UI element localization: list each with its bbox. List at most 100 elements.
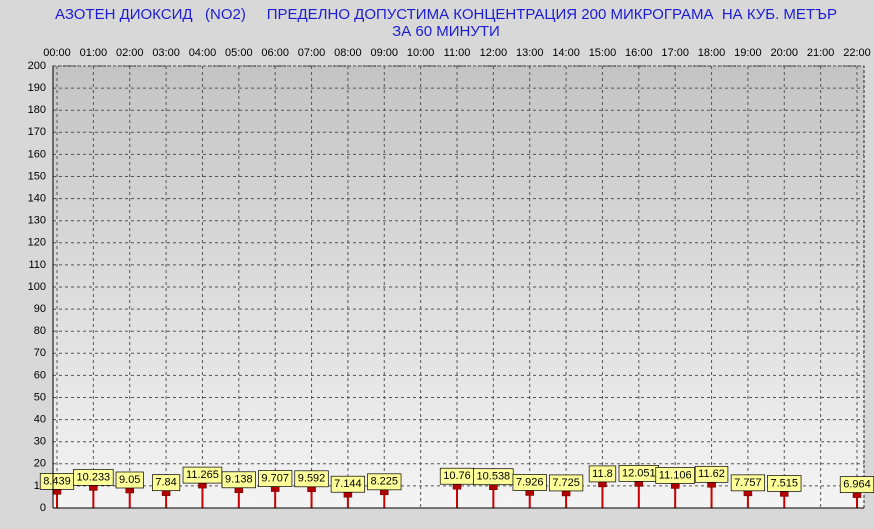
value-label-box	[258, 470, 293, 487]
bar	[56, 489, 58, 508]
value-label: 9.592	[298, 473, 326, 485]
value-label: 7.144	[334, 478, 362, 490]
x-tick-label: 11:00	[444, 47, 471, 59]
y-tick-label: 100	[28, 281, 46, 293]
x-tick-label: 02:00	[116, 47, 144, 59]
value-label: 7.84	[155, 477, 176, 489]
plot-area	[52, 65, 865, 509]
value-label: 7.757	[734, 477, 762, 489]
x-tick-label: 22:00	[843, 47, 871, 59]
value-label: 7.725	[552, 477, 580, 489]
x-tick-label: 06:00	[261, 47, 289, 59]
bar	[346, 492, 349, 508]
y-tick-label: 140	[28, 193, 46, 205]
x-tick-label: 00:00	[43, 47, 71, 59]
value-label-box	[367, 473, 402, 491]
value-label-box	[221, 471, 256, 489]
x-tick-label: 07:00	[298, 47, 326, 59]
y-tick-label: 20	[34, 458, 46, 470]
chart-title: АЗОТЕН ДИОКСИД (NO2) ПРЕДЕЛНО ДОПУСТИМА …	[55, 6, 837, 23]
value-label-box	[655, 467, 695, 484]
y-tick-label: 130	[28, 215, 46, 227]
bar	[92, 485, 95, 508]
value-label: 7.515	[771, 477, 799, 489]
value-label-box	[512, 474, 547, 491]
value-label: 10.233	[77, 471, 111, 483]
y-tick-label: 170	[28, 126, 46, 138]
bar	[456, 484, 458, 508]
value-label: 10.76	[443, 470, 471, 482]
value-label: 10.538	[477, 471, 511, 483]
value-label-box	[115, 471, 144, 489]
bar	[746, 490, 749, 508]
bar	[674, 483, 677, 508]
value-label: 9.05	[119, 474, 140, 486]
x-tick-label: 04:00	[189, 47, 217, 59]
bar	[601, 481, 604, 508]
value-label-box	[548, 474, 584, 492]
value-label-box	[73, 469, 114, 486]
y-tick-label: 60	[34, 369, 46, 381]
value-label: 11.8	[592, 468, 613, 480]
value-label-box	[730, 474, 766, 492]
x-tick-label: 14:00	[552, 47, 580, 59]
bar	[710, 482, 713, 508]
value-label-box	[152, 474, 181, 492]
value-label: 8.225	[371, 476, 399, 488]
y-tick-label: 30	[34, 436, 46, 448]
bar	[492, 484, 495, 508]
bar	[856, 492, 858, 508]
x-tick-label: 12:00	[480, 47, 508, 59]
y-tick-label: 110	[28, 259, 46, 271]
y-tick-label: 120	[28, 237, 46, 249]
value-label: 9.707	[261, 472, 289, 484]
bar	[237, 487, 240, 508]
y-tick-label: 150	[28, 170, 46, 182]
value-label-box	[330, 475, 366, 493]
x-tick-label: 20:00	[771, 47, 799, 59]
value-label: 8.439	[43, 475, 71, 487]
x-tick-label: 03:00	[152, 47, 180, 59]
value-label: 9.138	[225, 474, 253, 486]
bar	[565, 490, 568, 508]
y-tick-label: 50	[34, 391, 46, 403]
bar	[383, 489, 386, 508]
y-tick-label: 190	[28, 82, 46, 94]
y-tick-label: 180	[28, 104, 46, 116]
bar	[783, 491, 786, 508]
x-tick-label: 19:00	[734, 47, 762, 59]
x-tick-label: 15:00	[589, 47, 617, 59]
y-tick-label: 80	[34, 325, 46, 337]
y-tick-label: 70	[34, 347, 46, 359]
y-tick-label: 40	[34, 414, 46, 426]
y-tick-label: 0	[40, 502, 46, 514]
value-label-box	[588, 465, 617, 483]
x-tick-label: 21:00	[807, 47, 835, 59]
y-tick-label: 200	[28, 60, 46, 72]
x-tick-label: 16:00	[625, 47, 653, 59]
bar	[274, 486, 277, 508]
x-tick-label: 10:00	[407, 47, 435, 59]
bar	[165, 490, 168, 508]
bar	[528, 490, 531, 508]
y-tick-label: 90	[34, 303, 46, 315]
x-tick-label: 17:00	[661, 47, 689, 59]
value-label: 11.265	[186, 469, 219, 481]
x-tick-label: 05:00	[225, 47, 253, 59]
value-label: 12.051	[622, 467, 656, 479]
value-label-box	[767, 475, 802, 492]
value-label: 6.964	[843, 479, 871, 491]
x-tick-label: 01:00	[80, 47, 108, 59]
bar	[128, 487, 131, 508]
bar	[201, 483, 204, 508]
x-tick-label: 08:00	[334, 47, 362, 59]
value-label: 11.106	[659, 469, 692, 481]
value-label: 7.926	[516, 476, 544, 488]
x-tick-label: 09:00	[371, 47, 399, 59]
value-label-box	[694, 465, 729, 483]
chart-subtitle: ЗА 60 МИНУТИ	[392, 23, 500, 40]
y-tick-label: 160	[28, 148, 46, 160]
bar	[637, 481, 640, 508]
